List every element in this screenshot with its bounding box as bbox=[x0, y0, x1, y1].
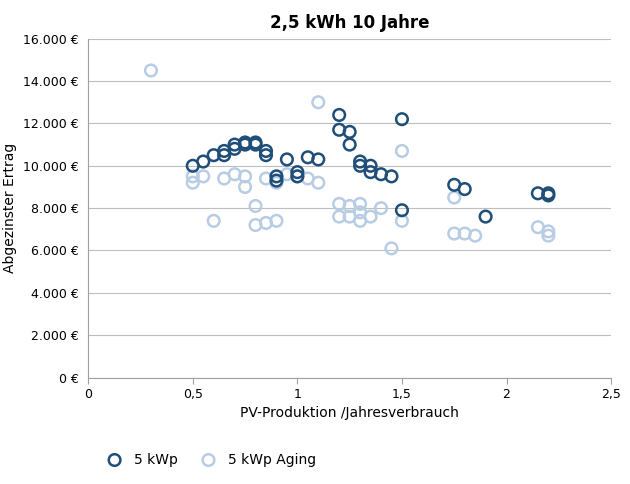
5 kWp Aging bbox=[198, 172, 209, 180]
5 kWp bbox=[209, 151, 219, 159]
5 kWp Aging bbox=[543, 227, 553, 235]
5 kWp Aging bbox=[355, 217, 365, 225]
5 kWp Aging bbox=[365, 212, 375, 220]
5 kWp bbox=[229, 141, 239, 149]
5 kWp bbox=[355, 162, 365, 169]
5 kWp bbox=[533, 189, 543, 197]
5 kWp bbox=[261, 147, 271, 155]
5 kWp bbox=[334, 111, 344, 119]
5 kWp Aging bbox=[355, 209, 365, 216]
5 kWp Aging bbox=[303, 175, 313, 182]
5 kWp bbox=[481, 212, 491, 220]
5 kWp Aging bbox=[376, 204, 386, 212]
5 kWp bbox=[303, 153, 313, 161]
5 kWp bbox=[229, 145, 239, 152]
5 kWp bbox=[334, 126, 344, 134]
5 kWp Aging bbox=[240, 183, 250, 191]
5 kWp bbox=[397, 115, 407, 123]
5 kWp Aging bbox=[251, 202, 261, 210]
Legend: 5 kWp, 5 kWp Aging: 5 kWp, 5 kWp Aging bbox=[95, 447, 321, 472]
5 kWp Aging bbox=[460, 229, 470, 237]
5 kWp Aging bbox=[533, 223, 543, 231]
5 kWp bbox=[292, 168, 302, 176]
5 kWp Aging bbox=[219, 175, 229, 182]
5 kWp bbox=[188, 162, 198, 169]
5 kWp Aging bbox=[397, 217, 407, 225]
5 kWp Aging bbox=[355, 200, 365, 208]
5 kWp Aging bbox=[272, 217, 282, 225]
5 kWp bbox=[313, 155, 323, 163]
5 kWp bbox=[397, 206, 407, 214]
5 kWp Aging bbox=[313, 179, 323, 186]
5 kWp bbox=[251, 138, 261, 146]
5 kWp bbox=[272, 177, 282, 184]
5 kWp bbox=[282, 155, 292, 163]
5 kWp Aging bbox=[334, 200, 344, 208]
5 kWp bbox=[449, 181, 459, 189]
5 kWp Aging bbox=[261, 175, 271, 182]
5 kWp Aging bbox=[261, 219, 271, 227]
5 kWp Aging bbox=[345, 202, 355, 210]
5 kWp Aging bbox=[240, 172, 250, 180]
5 kWp Aging bbox=[292, 172, 302, 180]
Y-axis label: Abgezinster Ertrag: Abgezinster Ertrag bbox=[3, 143, 17, 273]
5 kWp bbox=[543, 189, 553, 197]
5 kWp Aging bbox=[188, 172, 198, 180]
5 kWp Aging bbox=[449, 194, 459, 201]
5 kWp bbox=[460, 185, 470, 193]
5 kWp bbox=[251, 141, 261, 149]
5 kWp Aging bbox=[229, 170, 239, 178]
X-axis label: PV-Produktion /Jahresverbrauch: PV-Produktion /Jahresverbrauch bbox=[240, 407, 459, 421]
5 kWp Aging bbox=[470, 232, 480, 240]
5 kWp bbox=[219, 151, 229, 159]
5 kWp bbox=[240, 138, 250, 146]
5 kWp bbox=[219, 147, 229, 155]
5 kWp Aging bbox=[449, 229, 459, 237]
5 kWp Aging bbox=[146, 67, 156, 75]
5 kWp bbox=[292, 172, 302, 180]
5 kWp bbox=[272, 172, 282, 180]
5 kWp bbox=[386, 172, 396, 180]
5 kWp bbox=[543, 192, 553, 199]
5 kWp bbox=[345, 128, 355, 136]
5 kWp bbox=[355, 158, 365, 166]
5 kWp Aging bbox=[345, 212, 355, 220]
5 kWp Aging bbox=[188, 179, 198, 186]
5 kWp bbox=[376, 170, 386, 178]
5 kWp Aging bbox=[386, 244, 396, 252]
5 kWp bbox=[261, 151, 271, 159]
5 kWp Aging bbox=[543, 232, 553, 240]
5 kWp Aging bbox=[334, 212, 344, 220]
5 kWp Aging bbox=[282, 170, 292, 178]
5 kWp Aging bbox=[313, 98, 323, 106]
5 kWp bbox=[240, 141, 250, 149]
Title: 2,5 kWh 10 Jahre: 2,5 kWh 10 Jahre bbox=[270, 14, 430, 31]
5 kWp Aging bbox=[251, 221, 261, 229]
5 kWp bbox=[365, 168, 375, 176]
5 kWp Aging bbox=[209, 217, 219, 225]
5 kWp bbox=[365, 162, 375, 169]
5 kWp bbox=[198, 158, 209, 166]
5 kWp Aging bbox=[272, 179, 282, 186]
5 kWp bbox=[345, 141, 355, 149]
5 kWp Aging bbox=[397, 147, 407, 155]
